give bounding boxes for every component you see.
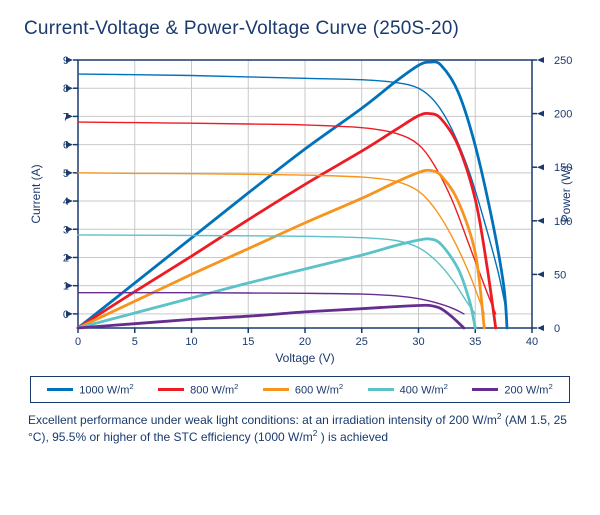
yright-arrow-icon [537, 57, 544, 63]
legend-label: 200 W/m2 [504, 382, 552, 397]
yright-arrow-icon [537, 218, 544, 224]
yleft-axis-label: Current (A) [29, 164, 43, 223]
iv-pv-chart: 0510152025303540012345678905010015020025… [24, 50, 576, 370]
pv-curve [78, 305, 464, 328]
yleft-arrow-icon [66, 283, 73, 289]
x-tick-label: 40 [526, 336, 538, 348]
yright-arrow-icon [537, 111, 544, 117]
legend-label: 1000 W/m2 [79, 382, 133, 397]
yright-arrow-icon [537, 325, 544, 331]
yleft-arrow-icon [66, 142, 73, 148]
iv-curve [78, 122, 496, 314]
legend-swatch [368, 388, 394, 391]
x-tick-label: 25 [356, 336, 368, 348]
yleft-arrow-icon [66, 254, 73, 260]
yright-arrow-icon [537, 271, 544, 277]
x-tick-label: 15 [242, 336, 254, 348]
yleft-arrow-icon [66, 198, 73, 204]
pv-curve [78, 113, 496, 328]
iv-curve [78, 235, 475, 314]
x-tick-label: 20 [299, 336, 311, 348]
footnote-text: Excellent performance under weak light c… [24, 411, 576, 445]
yright-tick-label: 0 [554, 323, 560, 335]
yleft-arrow-icon [66, 85, 73, 91]
legend-label: 400 W/m2 [400, 382, 448, 397]
legend-item: 800 W/m2 [158, 382, 238, 397]
legend-box: 1000 W/m2 800 W/m2 600 W/m2 400 W/m2 200 W/m… [30, 376, 570, 403]
x-tick-label: 10 [185, 336, 197, 348]
yleft-arrow-icon [66, 113, 73, 119]
legend-item: 400 W/m2 [368, 382, 448, 397]
x-tick-label: 5 [132, 336, 138, 348]
legend-swatch [158, 388, 184, 391]
chart-title: Current-Voltage & Power-Voltage Curve (2… [24, 18, 576, 40]
yright-tick-label: 50 [554, 269, 566, 281]
yleft-arrow-icon [66, 226, 73, 232]
x-tick-label: 30 [412, 336, 424, 348]
x-tick-label: 35 [469, 336, 481, 348]
legend-swatch [263, 388, 289, 391]
yright-arrow-icon [537, 164, 544, 170]
yright-axis-label: Power (W) [559, 166, 573, 223]
legend-item: 200 W/m2 [472, 382, 552, 397]
iv-curve [78, 293, 464, 314]
yright-tick-label: 200 [554, 109, 572, 121]
yleft-arrow-icon [66, 57, 73, 63]
legend-label: 600 W/m2 [295, 382, 343, 397]
legend-label: 800 W/m2 [190, 382, 238, 397]
page: Current-Voltage & Power-Voltage Curve (2… [0, 0, 600, 515]
legend-item: 1000 W/m2 [47, 382, 133, 397]
legend-item: 600 W/m2 [263, 382, 343, 397]
legend-swatch [472, 388, 498, 391]
chart-svg: 0510152025303540012345678905010015020025… [24, 50, 576, 370]
x-tick-label: 0 [75, 336, 81, 348]
legend-swatch [47, 388, 73, 391]
x-axis-label: Voltage (V) [275, 351, 334, 365]
yright-tick-label: 250 [554, 55, 572, 67]
yleft-arrow-icon [66, 170, 73, 176]
yleft-arrow-icon [66, 311, 73, 317]
